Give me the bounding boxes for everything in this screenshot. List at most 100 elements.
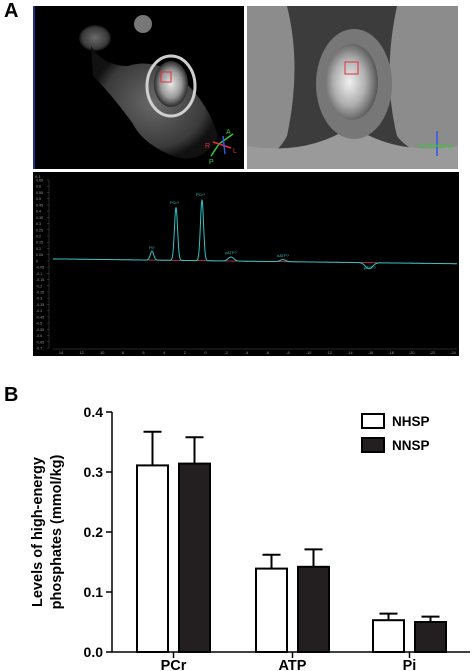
- bar-nnsp-pcr: [178, 462, 211, 653]
- spectrum-y-tick: 0.65: [36, 179, 43, 183]
- spectrum-y-tick: -0.7: [36, 347, 42, 351]
- orientation-marker: A R L P: [205, 129, 237, 166]
- spectrum-y-tick: -0.5: [36, 322, 42, 326]
- spectrum-y-tick: 0.3: [36, 222, 41, 226]
- spectrum-x-tick: -16: [368, 351, 374, 355]
- legend-swatch-nnsp: [361, 437, 385, 453]
- spectrum-x-tick: -24: [450, 351, 456, 355]
- spectrum-y-tick: -0.3: [36, 297, 42, 301]
- bar-nnsp-atp: [297, 565, 330, 653]
- spectrum-line: [53, 199, 458, 270]
- peak-label: γATP?: [225, 250, 237, 255]
- spectrum-y-tick: 0.2: [36, 235, 41, 239]
- peak-label: Pi?: [149, 245, 156, 250]
- y-tick-label: 0.3: [84, 464, 104, 480]
- svg-text:A: A: [448, 144, 453, 151]
- bar-chart: Levels of high-energy phosphates (mmol/kg…: [30, 404, 470, 671]
- mri-body-silhouette: [79, 15, 218, 159]
- spectrum-x-tick: -8: [286, 351, 289, 355]
- spectrum-x-tick: 12: [80, 351, 84, 355]
- spectrum-y-tick: -0.1: [36, 272, 42, 276]
- spectrum-x-tick: 4: [163, 351, 165, 355]
- legend-swatch-nhsp: [361, 413, 385, 429]
- mri-heart: [326, 44, 378, 120]
- bar-nhsp-pcr: [136, 464, 169, 654]
- spectrum-x-axis: 14 12 10 8 6 4 2 0 -2 -4 -6 -8 -10 -12 -14 -16 -18 -20 -22…: [53, 348, 457, 355]
- svg-text:P: P: [419, 144, 424, 151]
- spectrum-y-tick: -0.4: [36, 309, 42, 313]
- x-axis: PCr ATP Pi: [112, 651, 470, 671]
- spectrum-y-tick: 0.25: [36, 228, 43, 232]
- spectrum-y-tick: 0: [36, 259, 38, 263]
- spectrum-x-tick: -18: [388, 351, 394, 355]
- bars: [136, 430, 447, 654]
- spectrum-x-tick: -10: [306, 351, 312, 355]
- spectrum-y-tick: -0.65: [36, 340, 44, 344]
- legend: NHSP NNSP: [361, 413, 430, 453]
- spectrum-y-tick: -0.45: [36, 315, 44, 319]
- spectrum-y-tick: 0.5: [36, 197, 41, 201]
- spectrum-x-tick: 10: [100, 351, 104, 355]
- legend-label-nnsp: NNSP: [392, 438, 430, 453]
- panel-label-b: B: [4, 384, 19, 406]
- spectrum-y-tick: 0.55: [36, 191, 43, 195]
- spectrum-y-tick: 0.05: [36, 253, 43, 257]
- y-axis-label-line: phosphates (mmol/kg): [49, 454, 65, 609]
- spectrum-x-tick: -4: [245, 351, 248, 355]
- x-tick-label: PCr: [161, 658, 187, 671]
- bar-nnsp-pi: [414, 621, 447, 653]
- spectrum-y-tick: 0.15: [36, 241, 43, 245]
- mri-coronal-image: P A: [247, 6, 458, 169]
- spectrum-y-tick: -0.2: [36, 284, 42, 288]
- orient-l: L: [233, 148, 237, 155]
- spectrum-y-tick: 0.4: [36, 210, 41, 214]
- peak-label: αATP?: [277, 253, 290, 258]
- spectrum-x-tick: -12: [326, 351, 332, 355]
- spectrum-y-tick: -0.25: [36, 291, 44, 295]
- y-tick-label: 0.0: [84, 644, 104, 660]
- orient-p: P: [209, 159, 214, 166]
- y-tick-label: 0.2: [84, 524, 104, 540]
- orient-a: A: [226, 129, 231, 136]
- orientation-marker-right: P A: [419, 131, 453, 156]
- panel-label-a: A: [4, 0, 19, 22]
- y-tick-label: 0.4: [84, 404, 104, 420]
- spectrum-y-tick: -0.6: [36, 334, 42, 338]
- spectrum-x-tick: -6: [266, 351, 269, 355]
- spectrum-y-tick: 0.6: [36, 185, 41, 189]
- spectrum-y-axis: 0.65 0.6 0.55 0.5 0.45 0.4 0.35 0.3 0.25 0.2 0.15 0…: [36, 179, 50, 351]
- spectrum-corner-label: 0.1: [35, 174, 41, 179]
- spectrum-x-tick: 8: [122, 351, 124, 355]
- voxel-marker-right: [344, 61, 359, 75]
- spectrum-y-tick: 0.1: [36, 247, 41, 251]
- spectrum-x-tick: -22: [430, 351, 436, 355]
- bar-nhsp-pi: [372, 619, 405, 653]
- spectrum-x-tick: 0: [204, 351, 206, 355]
- voxel-marker: [160, 71, 172, 83]
- x-tick-label: Pi: [403, 658, 417, 671]
- spectrum-y-tick: 0.35: [36, 216, 43, 220]
- peak-label: PCr?: [170, 200, 180, 205]
- y-axis-label-line: Levels of high-energy: [30, 457, 46, 607]
- spectrum-x-tick: 14: [59, 351, 63, 355]
- x-tick-label: ATP: [279, 658, 307, 671]
- peak-labels: Pi? PCr? PCr? γATP? αATP? βATP?: [149, 192, 377, 270]
- spectrum-x-tick: 6: [142, 351, 144, 355]
- spectrum-x-tick: 2: [184, 351, 186, 355]
- mrs-spectrum: 0.1 0.65 0.6 0.55 0.5 0.45 0.4 0.35 0.3 0.25 0.2 0…: [33, 172, 459, 356]
- peak-label: PCr?: [196, 192, 206, 197]
- mri-axial-image: A R L P: [33, 6, 244, 169]
- y-axis-label: Levels of high-energy phosphates (mmol/kg…: [30, 454, 65, 609]
- y-tick-label: 0.1: [84, 584, 104, 600]
- spectrum-x-tick: -2: [224, 351, 227, 355]
- spectrum-y-tick: 0.45: [36, 203, 43, 207]
- spectrum-y-tick: -0.55: [36, 328, 44, 332]
- bar-nhsp-atp: [255, 567, 288, 654]
- spectrum-x-tick: -14: [347, 351, 353, 355]
- spectrum-x-tick: -20: [409, 351, 415, 355]
- peak-label: βATP?: [364, 265, 377, 270]
- y-axis: 0.0 0.1 0.2 0.3 0.4: [84, 404, 113, 660]
- legend-label-nhsp: NHSP: [392, 414, 430, 429]
- spectrum-y-tick: -0.05: [36, 266, 44, 270]
- spectrum-y-tick: -0.15: [36, 278, 44, 282]
